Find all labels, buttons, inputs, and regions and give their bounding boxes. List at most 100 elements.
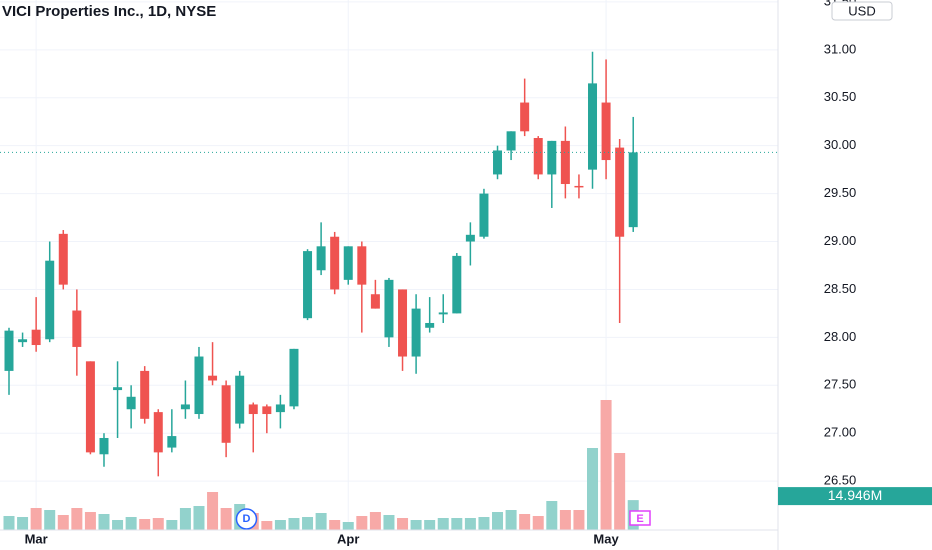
candle-body: [574, 185, 584, 188]
y-tick-label: 27.50: [824, 377, 857, 392]
candle-body: [411, 308, 421, 357]
candle-body: [452, 255, 462, 314]
candle-body: [221, 385, 231, 443]
currency-box: [831, 1, 893, 21]
candle-body: [194, 356, 204, 415]
candle-body: [601, 102, 611, 161]
candle-body: [330, 236, 340, 290]
volume-bar: [546, 501, 558, 530]
candle-body: [262, 406, 272, 415]
candle-body: [85, 361, 95, 453]
candle-body: [370, 294, 380, 309]
volume-bar: [573, 510, 585, 530]
candle-body: [72, 310, 82, 347]
volume-bar: [600, 400, 612, 530]
candle-body: [479, 193, 489, 237]
volume-bar: [98, 514, 110, 530]
volume-bar: [193, 506, 205, 530]
event-label: D: [242, 513, 250, 525]
volume-bar: [125, 517, 137, 530]
volume-bar: [3, 516, 15, 530]
candle-body: [153, 412, 163, 453]
volume-bar: [84, 512, 96, 530]
candle-body: [289, 348, 299, 407]
volume-bar: [397, 518, 409, 530]
y-tick-label: 30.00: [824, 137, 857, 152]
earnings-marker: [629, 510, 651, 526]
volume-bar: [383, 515, 395, 530]
candle-body: [506, 131, 516, 151]
candle-body: [126, 396, 136, 410]
volume-bar: [532, 516, 544, 530]
candle-body: [45, 260, 55, 340]
volume-bar: [57, 515, 69, 530]
volume-bar: [315, 513, 327, 530]
volume-bar: [587, 448, 599, 530]
candle-body: [31, 329, 41, 346]
y-tick-label: 31.00: [824, 41, 857, 56]
y-tick-label: 29.00: [824, 233, 857, 248]
candle-body: [113, 387, 123, 391]
volume-bar: [437, 518, 449, 530]
candle-body: [615, 147, 625, 237]
candle-body: [343, 246, 353, 280]
y-tick-label: 26.50: [824, 473, 857, 488]
candle-body: [248, 404, 258, 415]
volume-bar: [478, 517, 490, 530]
x-tick-label: Apr: [337, 531, 359, 546]
candle-body: [4, 330, 14, 371]
candle-body: [493, 150, 503, 175]
candle-body: [316, 246, 326, 271]
y-tick-label: 28.50: [824, 281, 857, 296]
volume-bar: [410, 520, 422, 530]
candle-body: [180, 404, 190, 410]
volume-bar: [505, 510, 517, 530]
candle-body: [18, 339, 28, 343]
volume-bar: [207, 492, 219, 530]
y-tick-label: 27.00: [824, 425, 857, 440]
candle-body: [520, 102, 530, 132]
candle-body: [235, 375, 245, 424]
candle-body: [398, 289, 408, 357]
volume-bar: [152, 518, 164, 530]
volume-bar: [424, 520, 436, 530]
candle-body: [533, 138, 543, 175]
volume-bar: [112, 520, 124, 530]
volume-bar: [369, 512, 381, 530]
event-label: E: [636, 513, 643, 525]
candle-body: [425, 322, 435, 328]
volume-bar: [166, 520, 178, 530]
volume-bar: [17, 517, 29, 530]
y-tick-label: 28.00: [824, 329, 857, 344]
candle-body: [547, 140, 557, 175]
candle-body: [560, 140, 570, 185]
volume-bar: [220, 508, 232, 530]
candle-body: [384, 279, 394, 338]
candle-body: [588, 83, 598, 170]
candle-body: [58, 233, 68, 285]
candle-body: [438, 312, 448, 315]
volume-bar: [30, 508, 42, 530]
volume-bar: [261, 521, 273, 530]
candle-body: [357, 246, 367, 285]
y-tick-label: 29.50: [824, 185, 857, 200]
candle-body: [167, 436, 177, 448]
volume-bar: [329, 520, 341, 530]
volume-bar: [464, 518, 476, 530]
x-tick-label: Mar: [25, 531, 48, 546]
y-tick-label: 30.50: [824, 89, 857, 104]
volume-bar: [288, 518, 300, 530]
candle-body: [303, 251, 313, 319]
volume-label-box: [778, 487, 932, 506]
volume-bar: [139, 519, 151, 530]
currency: USD: [848, 3, 875, 18]
candle-body: [140, 370, 150, 419]
volume-bar: [179, 508, 191, 530]
volume-bar: [492, 512, 504, 530]
volume-bar: [356, 516, 368, 530]
candle-body: [208, 375, 218, 381]
candle-body: [465, 234, 475, 242]
